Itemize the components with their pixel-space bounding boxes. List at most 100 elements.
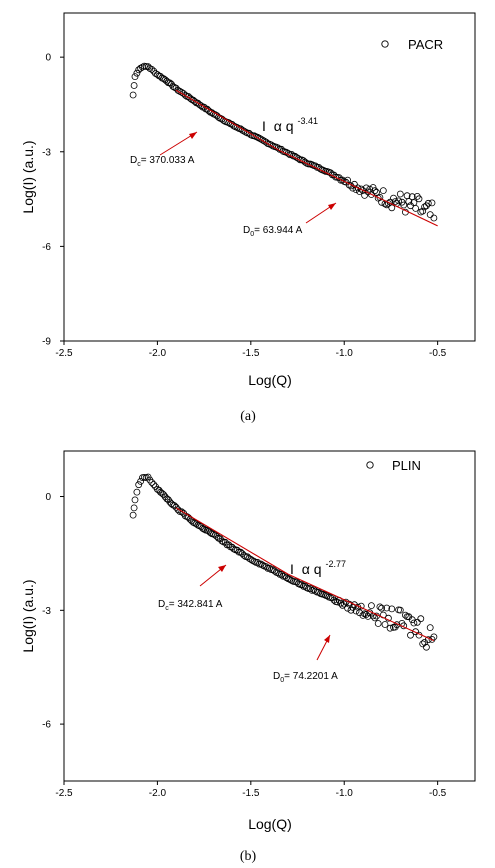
data-point xyxy=(247,556,255,563)
data-point xyxy=(383,604,391,612)
data-point xyxy=(225,541,233,549)
svg-text:D0= 74.2201 A: D0= 74.2201 A xyxy=(273,671,338,684)
data-point xyxy=(421,203,429,211)
data-point xyxy=(130,82,138,89)
x-tick-label: -2.5 xyxy=(55,788,73,799)
caption-b: (b) xyxy=(240,849,257,864)
y-tick-label: -6 xyxy=(42,242,51,253)
data-point xyxy=(327,169,335,177)
data-point xyxy=(259,561,267,569)
data-point xyxy=(271,567,279,575)
data-point xyxy=(417,615,425,623)
plot-frame xyxy=(63,450,476,782)
data-point xyxy=(131,496,139,504)
data-point xyxy=(129,511,137,519)
data-point xyxy=(262,138,270,146)
x-tick-label: -0.5 xyxy=(429,348,447,359)
svg-text:Dc= 342.841 A: Dc= 342.841 A xyxy=(158,599,223,612)
data-point xyxy=(293,578,301,586)
data-point xyxy=(160,491,168,499)
plot-frame xyxy=(63,12,476,342)
fit-line xyxy=(287,573,435,642)
data-point xyxy=(361,191,369,199)
data-point xyxy=(274,569,282,577)
data-point xyxy=(267,566,275,573)
data-point xyxy=(133,488,141,496)
data-point xyxy=(381,621,389,628)
x-axis-ticks: -2.5 -2.0 -1.5 -1.0 -0.5 xyxy=(55,781,447,799)
data-point xyxy=(396,606,404,614)
power-law-alpha: α xyxy=(274,118,282,134)
data-point xyxy=(362,184,370,192)
data-point xyxy=(344,604,352,612)
data-point xyxy=(367,602,375,609)
data-point xyxy=(174,506,182,514)
x-axis-label: Log(Q) xyxy=(248,816,292,832)
data-point xyxy=(130,504,138,512)
x-tick-label: -1.5 xyxy=(242,788,260,799)
data-point xyxy=(378,604,386,612)
data-point xyxy=(129,91,137,99)
data-point xyxy=(197,102,205,110)
data-point xyxy=(327,594,335,601)
data-point xyxy=(419,207,427,215)
x-axis-ticks: -2.5 -2.0 -1.5 -1.0 -0.5 xyxy=(55,341,447,359)
data-point xyxy=(218,537,226,545)
x-tick-label: -1.0 xyxy=(336,348,354,359)
power-law-prefix: I xyxy=(290,561,294,577)
legend-marker xyxy=(366,461,374,469)
data-point xyxy=(333,598,341,606)
y-axis-ticks: 0 -3 -6 xyxy=(42,492,64,731)
fit-line xyxy=(175,507,289,575)
data-point xyxy=(283,574,290,582)
data-point xyxy=(390,194,397,202)
data-point xyxy=(412,204,420,212)
data-point xyxy=(240,552,248,559)
data-point xyxy=(262,563,270,570)
data-point xyxy=(371,614,379,622)
power-law-label: I α q -3.41 xyxy=(262,116,318,134)
power-law-alpha: α xyxy=(302,561,310,577)
fit-lines xyxy=(175,507,435,642)
legend-label: PLIN xyxy=(392,458,421,473)
data-point xyxy=(419,640,427,648)
y-tick-label: -3 xyxy=(42,606,51,617)
legend-marker xyxy=(381,40,389,48)
data-point xyxy=(330,596,338,604)
data-point xyxy=(424,199,432,207)
data-point xyxy=(374,620,382,627)
y-tick-label: -3 xyxy=(42,147,51,158)
data-point xyxy=(257,135,265,143)
data-point xyxy=(407,631,414,639)
data-point xyxy=(171,502,178,510)
data-point xyxy=(426,211,434,219)
svg-text:Dc= 370.033 A: Dc= 370.033 A xyxy=(130,155,195,168)
y-tick-label: 0 xyxy=(45,492,51,503)
data-point xyxy=(169,83,177,90)
data-point xyxy=(413,618,421,626)
fit-line xyxy=(278,149,438,227)
data-point xyxy=(245,555,253,562)
data-point xyxy=(395,197,403,205)
data-point xyxy=(266,564,273,572)
data-point xyxy=(379,187,387,195)
data-point xyxy=(305,160,313,168)
data-point xyxy=(133,69,141,77)
data-point xyxy=(191,98,199,105)
power-law-base: q xyxy=(314,561,322,577)
power-law-exponent: -3.41 xyxy=(297,116,318,126)
data-point xyxy=(250,558,258,565)
annotation-d0: D0= 63.944 A xyxy=(243,202,337,238)
x-axis-label: Log(Q) xyxy=(248,372,292,388)
data-point xyxy=(237,125,245,133)
x-tick-label: -2.0 xyxy=(149,348,167,359)
data-point xyxy=(400,201,408,209)
data-point xyxy=(337,599,345,607)
x-tick-label: -2.0 xyxy=(149,788,167,799)
data-point xyxy=(426,624,434,631)
data-point xyxy=(388,204,396,212)
data-point xyxy=(340,600,348,608)
data-point xyxy=(412,628,420,636)
data-point xyxy=(376,603,384,611)
